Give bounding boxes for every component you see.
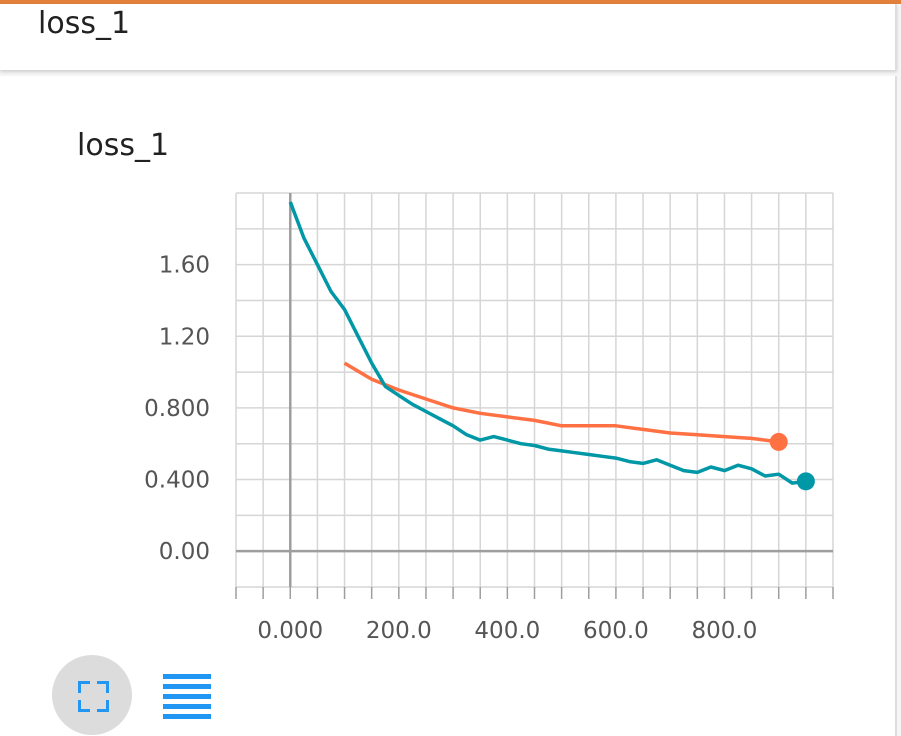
series-layer xyxy=(288,201,815,491)
y-tick-label: 1.60 xyxy=(159,253,210,279)
run-card-header: loss_1 xyxy=(0,4,897,70)
series-line-1 xyxy=(288,201,807,485)
x-tick-label: 400.0 xyxy=(474,618,540,644)
y-tick-label: 1.20 xyxy=(159,324,210,350)
toggle-data-button[interactable] xyxy=(163,674,211,719)
loss-chart[interactable]: 0.000 200.0 400.0 600.0 800.0 0.00 0.400 0.800 1… xyxy=(0,0,901,719)
expand-chart-button[interactable] xyxy=(52,655,132,735)
x-tick-label: 800.0 xyxy=(692,618,758,644)
grid-layer xyxy=(235,192,834,588)
series-line-0 xyxy=(343,361,779,444)
chart-title: loss_1 xyxy=(77,128,170,163)
axis-layer xyxy=(235,193,834,599)
x-tick-label: 0.000 xyxy=(257,618,323,644)
y-tick-label: 0.00 xyxy=(159,539,210,565)
series-endpoint-1 xyxy=(796,472,815,491)
y-tick-label: 0.800 xyxy=(144,396,210,422)
tick-labels-layer: 0.000 200.0 400.0 600.0 800.0 0.00 0.400 0.800 1… xyxy=(144,253,757,644)
card-title: loss_1 xyxy=(38,6,131,41)
top-accent-bar xyxy=(0,0,901,4)
x-tick-label: 200.0 xyxy=(366,618,432,644)
series-endpoint-0 xyxy=(769,432,788,451)
y-tick-label: 0.400 xyxy=(144,468,210,494)
x-tick-label: 600.0 xyxy=(583,618,649,644)
